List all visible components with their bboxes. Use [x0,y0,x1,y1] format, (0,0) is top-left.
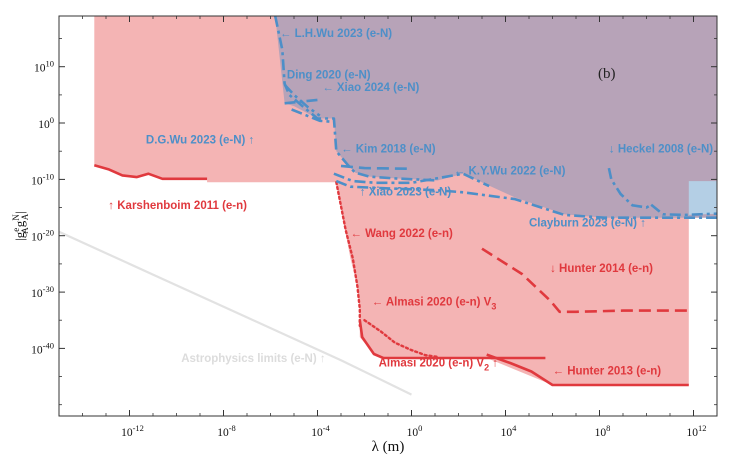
label-clayburn-2023-e-n: Clayburn 2023 (e-N) ↑ [529,218,646,230]
label-karshenboim-2011-e-n: ↑ Karshenboim 2011 (e-n) [108,200,247,212]
y-tick-label: 10-10 [31,171,54,187]
x-tick-label: 10-8 [217,423,236,439]
x-axis-label: λ (m) [372,439,405,455]
curve-d-g-wu-2023-e-n [291,108,335,124]
curve-almasi-2020-e-n-v3 [363,319,439,358]
curve-almasi-2020-e-n-v2 [358,320,546,360]
x-tick-label: 108 [595,423,611,439]
y-axis-label-text: |geAgNA| [11,211,30,241]
curve-xiao-2024-e-n [284,98,318,105]
y-tick-label: 100 [38,115,54,131]
y-tick-label: 10-30 [31,284,54,300]
curve-astrophysics-limits-e-n [59,230,412,396]
label-d-g-wu-2023-e-n: D.G.Wu 2023 (e-N) ↑ [146,134,254,146]
y-tick-label: 1010 [34,59,54,75]
y-tick-label: 10-40 [31,340,54,356]
label-ding-2020-e-n: Ding 2020 (e-N) [287,70,371,82]
label-xiao-2023-e-n: ↑ Xiao 2023 (e-N) [360,187,452,199]
label-hunter-2014-e-n: ↓ Hunter 2014 (e-n) [550,263,653,275]
curve-hunter-2014-e-n [481,247,689,314]
axis-ticks [58,16,718,416]
curve-wang-2022-e-n [335,180,361,328]
x-tick-label: 100 [407,423,423,439]
x-tick-label: 10-4 [311,423,330,439]
label-kim-2018-e-n: ← Kim 2018 (e-N) [341,143,436,155]
label-almasi-2020-e-n-v2: Almasi 2020 (e-n) V2 ↑ [379,357,498,372]
y-tick-label: 10-20 [31,228,54,244]
x-tick-label: 1012 [687,423,707,439]
curve-l-h-wu-2023-e-n [273,16,438,182]
x-tick-label: 104 [501,423,518,439]
x-tick-label: 10-12 [121,423,144,439]
label-hunter-2013-e-n: ← Hunter 2013 (e-n) [553,365,662,377]
region-e-n-excluded-light [688,181,717,215]
curve-karshenboim-2011-e-n [93,164,208,181]
label-xiao-2024-e-n: ← Xiao 2024 (e-N) [322,82,419,94]
curve-k-y-wu-2022-e-n [333,172,490,188]
curve-kim-2018-e-n [340,164,407,170]
curve-xiao-2023-e-n [335,179,717,219]
curve-hunter-2013-e-n [486,353,689,387]
curve-labels: ← L.H.Wu 2023 (e-N) Ding 2020 (e-N)← Xiao… [108,28,713,377]
label-k-y-wu-2022-e-n: ← K.Y.Wu 2022 (e-N) [454,165,566,177]
label-astrophysics-limits-e-n: Astrophysics limits (e-N) ↑ [181,353,325,365]
label-wang-2022-e-n: ← Wang 2022 (e-n) [350,228,453,240]
curve-heckel-2008-e-n [607,167,652,209]
y-axis-label: |geAgNA| [11,211,30,241]
panel-label: (b) [598,66,616,82]
label-l-h-wu-2023-e-n: ← L.H.Wu 2023 (e-N) [280,28,392,40]
constraint-curves [59,16,717,396]
axis-tick-labels: 10-12 10-8 10-4 100 104 108 1012 1010 100 10-10 10… [31,59,706,439]
curve-clayburn-2023-e-n [650,203,717,217]
label-heckel-2008-e-n: ↓ Heckel 2008 (e-N) [609,143,713,155]
label-almasi-2020-e-n-v3: ← Almasi 2020 (e-n) V3 [372,297,497,312]
